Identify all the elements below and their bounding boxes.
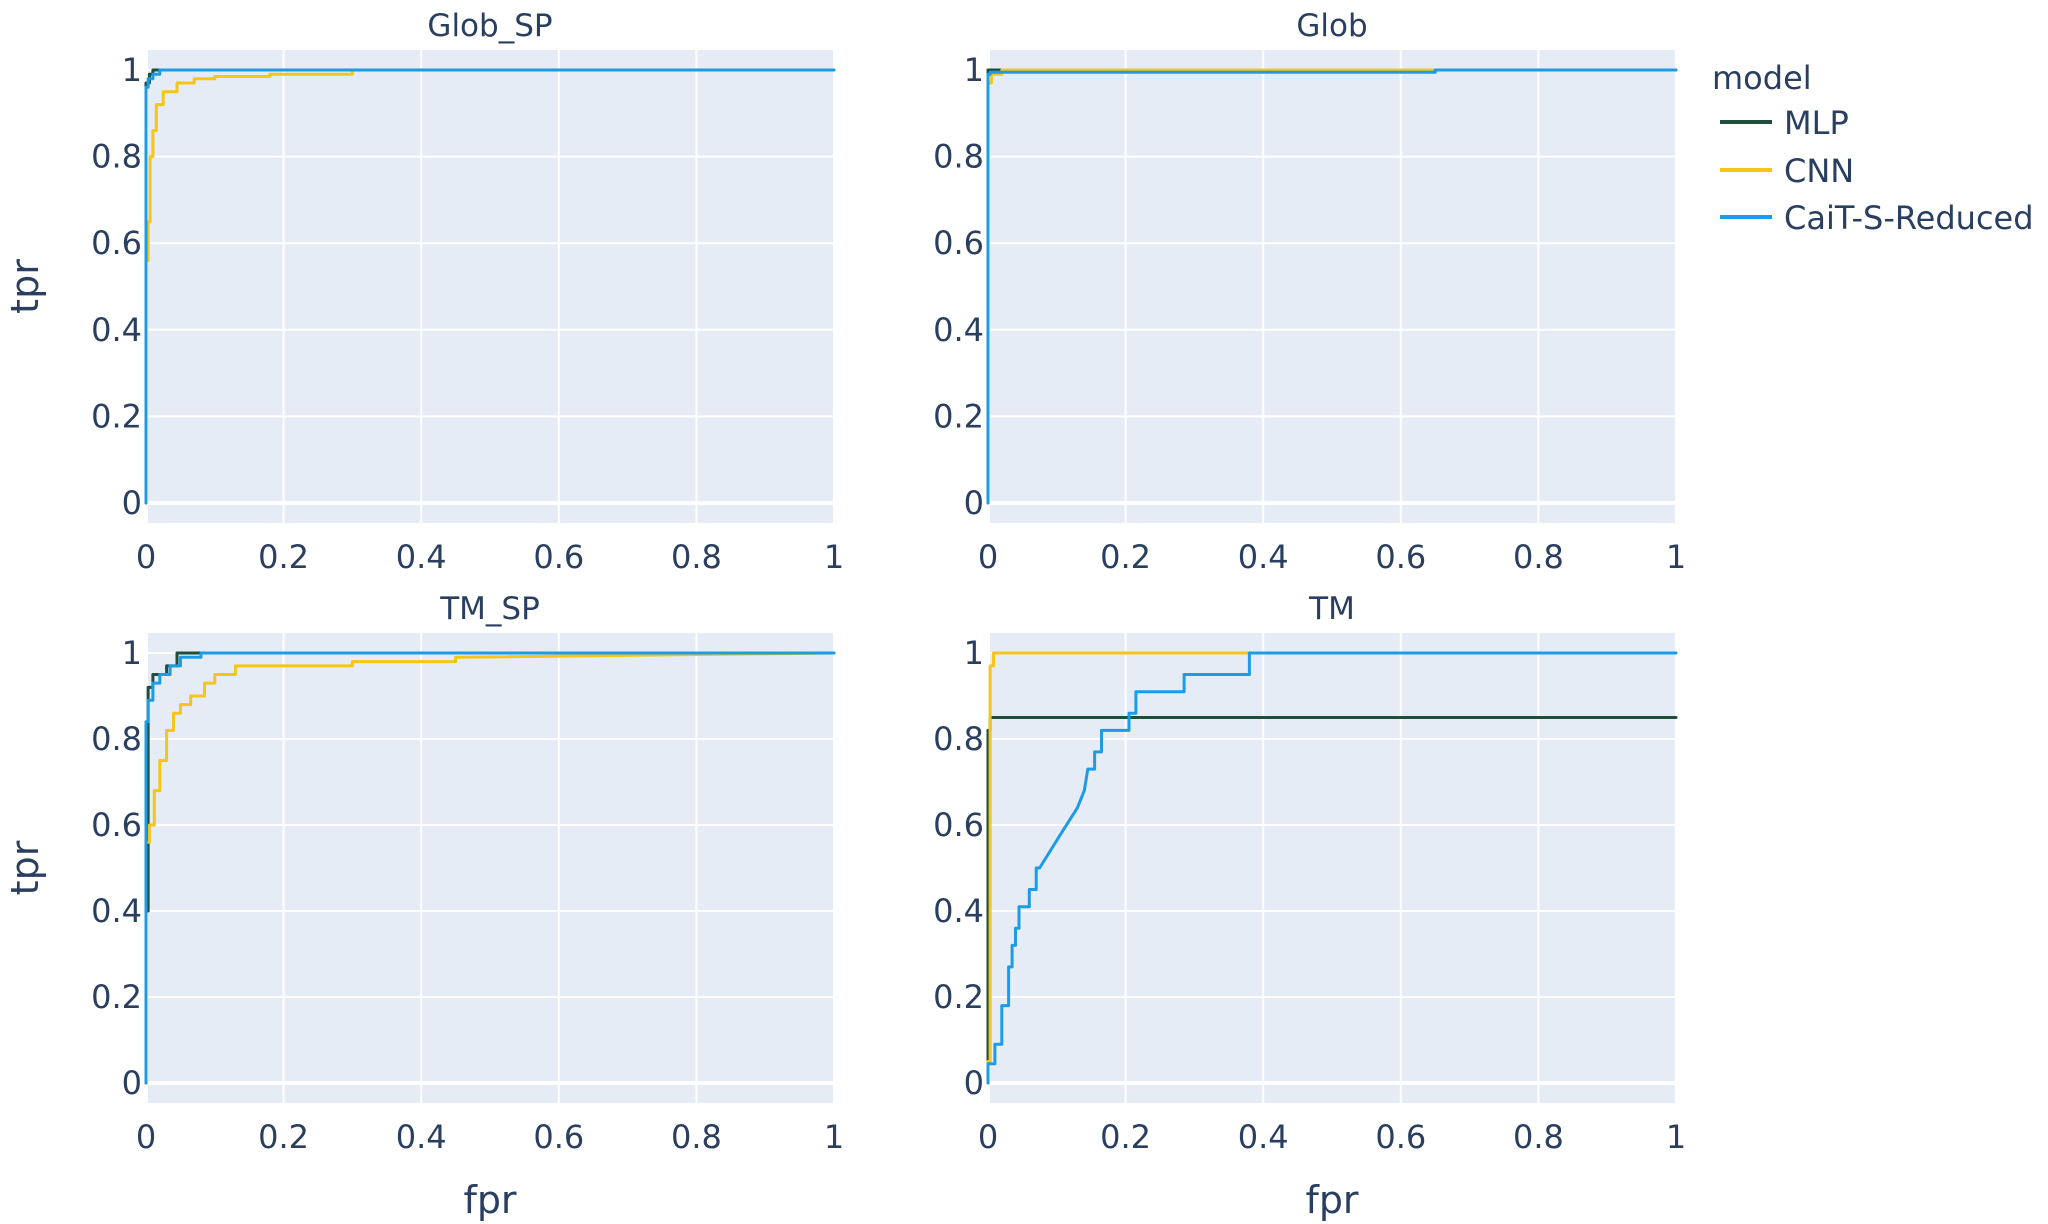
y-tick-label: 1 [122,51,142,89]
y-tick-label: 0.4 [933,311,984,349]
plot-area [988,50,1676,523]
series-line-cnn [144,68,836,505]
x-tick-label: 0 [978,538,998,576]
x-tick-label: 0 [136,1118,156,1156]
x-tick-label: 0.8 [1513,538,1564,576]
y-tick-label: 0.4 [933,892,984,930]
y-tick-label: 1 [122,634,142,672]
legend-label-cait-s-reduced: CaiT-S-Reduced [1784,199,2034,237]
y-tick-label: 0.8 [933,138,984,176]
x-tick-label: 0.6 [533,1118,584,1156]
x-tick-label: 0.2 [258,538,309,576]
series-line-cait-s-reduced [986,651,1678,1085]
x-tick-label: 0.6 [533,538,584,576]
legend-label-mlp: MLP [1784,104,1849,142]
series-line-cait-s-reduced [144,68,836,505]
subplot-glob: 0 0.2 0.4 0.6 0.8 1 0 0.2 0.4 0.6 0.8 1 Glob [933,8,1686,576]
y-tick-label: 0.6 [933,224,984,262]
x-tick-label: 0.4 [396,538,447,576]
x-tick-label: 1 [824,538,844,576]
y-tick-label: 0 [122,1064,142,1102]
plot-area [988,633,1676,1103]
x-axis-title: fpr [463,1178,516,1222]
x-tick-label: 0.6 [1375,1118,1426,1156]
subplot-title: Glob_SP [427,8,552,44]
y-tick-label: 0.4 [91,311,142,349]
x-tick-label: 0 [978,1118,998,1156]
series-line-cnn [144,651,836,1085]
subplot-title: Glob [1296,8,1367,44]
y-tick-label: 0.8 [91,720,142,758]
y-tick-label: 0.6 [91,224,142,262]
y-axis-title: tpr [3,840,47,895]
y-tick-label: 0.4 [91,892,142,930]
subplot-tm: 0 0.2 0.4 0.6 0.8 1 0 0.2 0.4 0.6 0.8 1 TM fpr [933,591,1686,1222]
y-tick-label: 0.6 [933,806,984,844]
x-tick-label: 0.2 [1100,538,1151,576]
legend-item-cnn[interactable]: CNN [1720,152,1854,190]
y-tick-label: 0.6 [91,806,142,844]
plot-area [146,633,834,1103]
x-tick-label: 0.8 [671,1118,722,1156]
plot-area [146,50,834,523]
x-tick-label: 0.8 [671,538,722,576]
y-tick-label: 0.8 [933,720,984,758]
series-line-cait-s-reduced [986,68,1678,505]
y-tick-label: 1 [964,51,984,89]
x-tick-label: 0.4 [1238,538,1289,576]
legend-title: model [1712,59,1812,97]
x-tick-label: 1 [1666,538,1686,576]
x-tick-label: 0.2 [258,1118,309,1156]
subplot-title: TM_SP [439,591,540,627]
x-tick-label: 0.4 [396,1118,447,1156]
y-tick-label: 0 [964,484,984,522]
legend: model MLP CNN CaiT-S-Reduced [1712,59,2034,237]
x-tick-label: 0.2 [1100,1118,1151,1156]
y-tick-label: 0.2 [933,397,984,435]
y-tick-label: 0.8 [91,138,142,176]
y-tick-label: 1 [964,634,984,672]
x-tick-label: 1 [824,1118,844,1156]
y-axis-title: tpr [3,259,47,314]
y-tick-label: 0 [964,1064,984,1102]
legend-label-cnn: CNN [1784,152,1854,190]
legend-item-cait-s-reduced[interactable]: CaiT-S-Reduced [1720,199,2034,237]
x-tick-label: 1 [1666,1118,1686,1156]
x-tick-label: 0.8 [1513,1118,1564,1156]
x-tick-label: 0 [136,538,156,576]
y-tick-label: 0 [122,484,142,522]
x-tick-label: 0.6 [1375,538,1426,576]
y-tick-label: 0.2 [91,978,142,1016]
x-axis-title: fpr [1305,1178,1358,1222]
subplot-title: TM [1308,591,1355,627]
legend-item-mlp[interactable]: MLP [1720,104,1849,142]
x-tick-label: 0.4 [1238,1118,1289,1156]
series-line-cait-s-reduced [144,651,836,1085]
y-tick-label: 0.2 [933,978,984,1016]
y-tick-label: 0.2 [91,397,142,435]
